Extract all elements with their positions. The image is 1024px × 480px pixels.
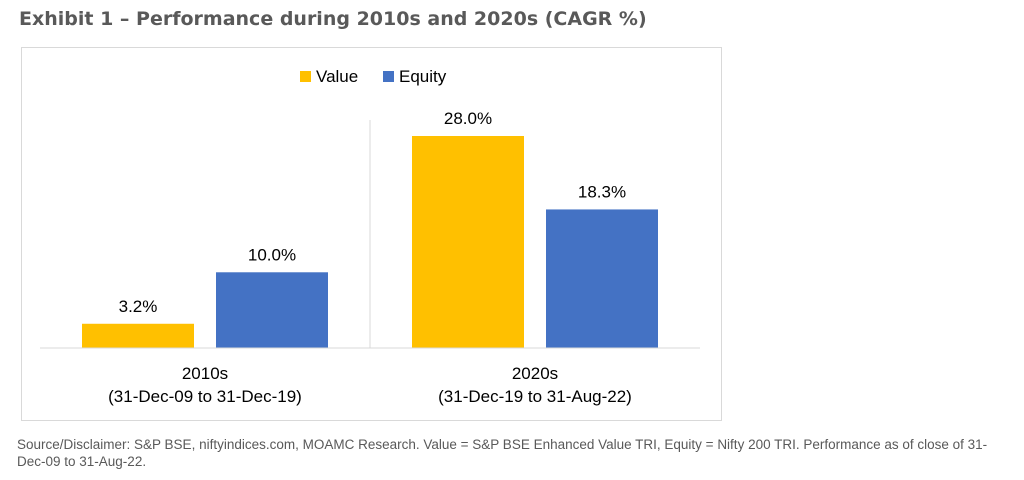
category-label-0-line-0: 2010s (182, 364, 228, 383)
chart-title: Exhibit 1 – Performance during 2010s and… (19, 8, 647, 30)
category-label-1-line-1: (31-Dec-19 to 31-Aug-22) (438, 387, 632, 406)
source-disclaimer: Source/Disclaimer: S&P BSE, niftyindices… (17, 437, 988, 469)
data-label-equity-0: 10.0% (248, 245, 296, 264)
category-label-0-line-1: (31-Dec-09 to 31-Dec-19) (108, 387, 302, 406)
category-label-1-line-0: 2020s (512, 364, 558, 383)
bar-chart: Value Equity 3.2% 10.0% 2010s (31-Dec-09 to 3… (40, 67, 700, 406)
legend-label-value: Value (316, 67, 358, 86)
legend-swatch-equity (383, 71, 394, 82)
chart-area: Value Equity 3.2% 10.0% 2010s (31-Dec-09 to 3… (21, 47, 722, 421)
data-label-value-1: 28.0% (444, 109, 492, 128)
legend-label-equity: Equity (399, 67, 447, 86)
bar-value-1 (412, 136, 524, 348)
legend-swatch-value (300, 71, 311, 82)
data-label-equity-1: 18.3% (578, 182, 626, 201)
bar-equity-0 (216, 272, 328, 348)
data-label-value-0: 3.2% (119, 297, 158, 316)
bar-equity-1 (546, 209, 658, 348)
bar-value-0 (82, 323, 194, 348)
